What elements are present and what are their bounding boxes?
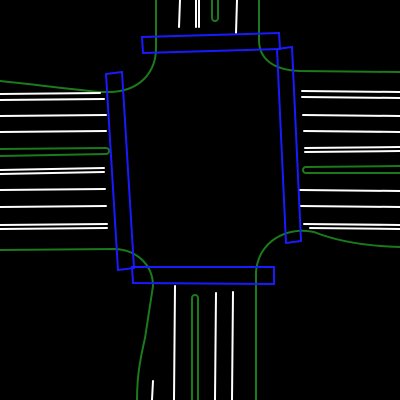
boundary-north-west-corner (0, 0, 157, 93)
lane-line-west-8 (0, 205, 107, 208)
lane-line-west-7 (0, 188, 106, 191)
boundary-west-median (0, 147, 110, 157)
lane-line-east-8 (299, 205, 400, 208)
crosswalk-west (104, 70, 136, 272)
lane-line-east-5 (304, 146, 400, 149)
lane-line-west-6 (0, 171, 105, 175)
lane-line-south-3 (214, 292, 217, 400)
lane-line-west-1 (0, 92, 101, 95)
lane-line-east-7 (299, 189, 400, 192)
lane-line-east-4 (303, 130, 400, 133)
lane-line-north-1 (178, 0, 181, 28)
lane-line-west-5 (0, 167, 105, 171)
lane-line-east-2 (301, 96, 400, 99)
lane-line-east-9 (303, 223, 400, 226)
lane-line-west-4 (0, 130, 107, 133)
lane-line-east-1 (301, 90, 400, 93)
lane-line-west-2 (0, 98, 105, 101)
lane-line-south-4 (231, 291, 234, 400)
lane-line-north-4 (235, 0, 238, 34)
lane-line-east-6 (304, 150, 400, 153)
crosswalk-south (130, 266, 275, 286)
boundary-east-median (302, 165, 400, 174)
crosswalks (104, 31, 303, 286)
boundary-east-south-corner (255, 229, 400, 400)
lane-line-south-2 (173, 285, 176, 400)
lane-line-east-3 (302, 114, 400, 117)
lane-line-south-1 (151, 380, 154, 400)
boundary-north-median (211, 0, 219, 22)
boundary-west-south-corner (0, 248, 154, 400)
lane-line-west-9 (0, 223, 108, 226)
lane-line-west-3 (0, 114, 107, 117)
lane-line-east-10 (309, 227, 400, 230)
boundary-south-median (191, 294, 199, 400)
crosswalk-east (275, 45, 303, 245)
boundary-north-east-corner (258, 0, 400, 73)
lane-line-west-10 (0, 227, 108, 230)
